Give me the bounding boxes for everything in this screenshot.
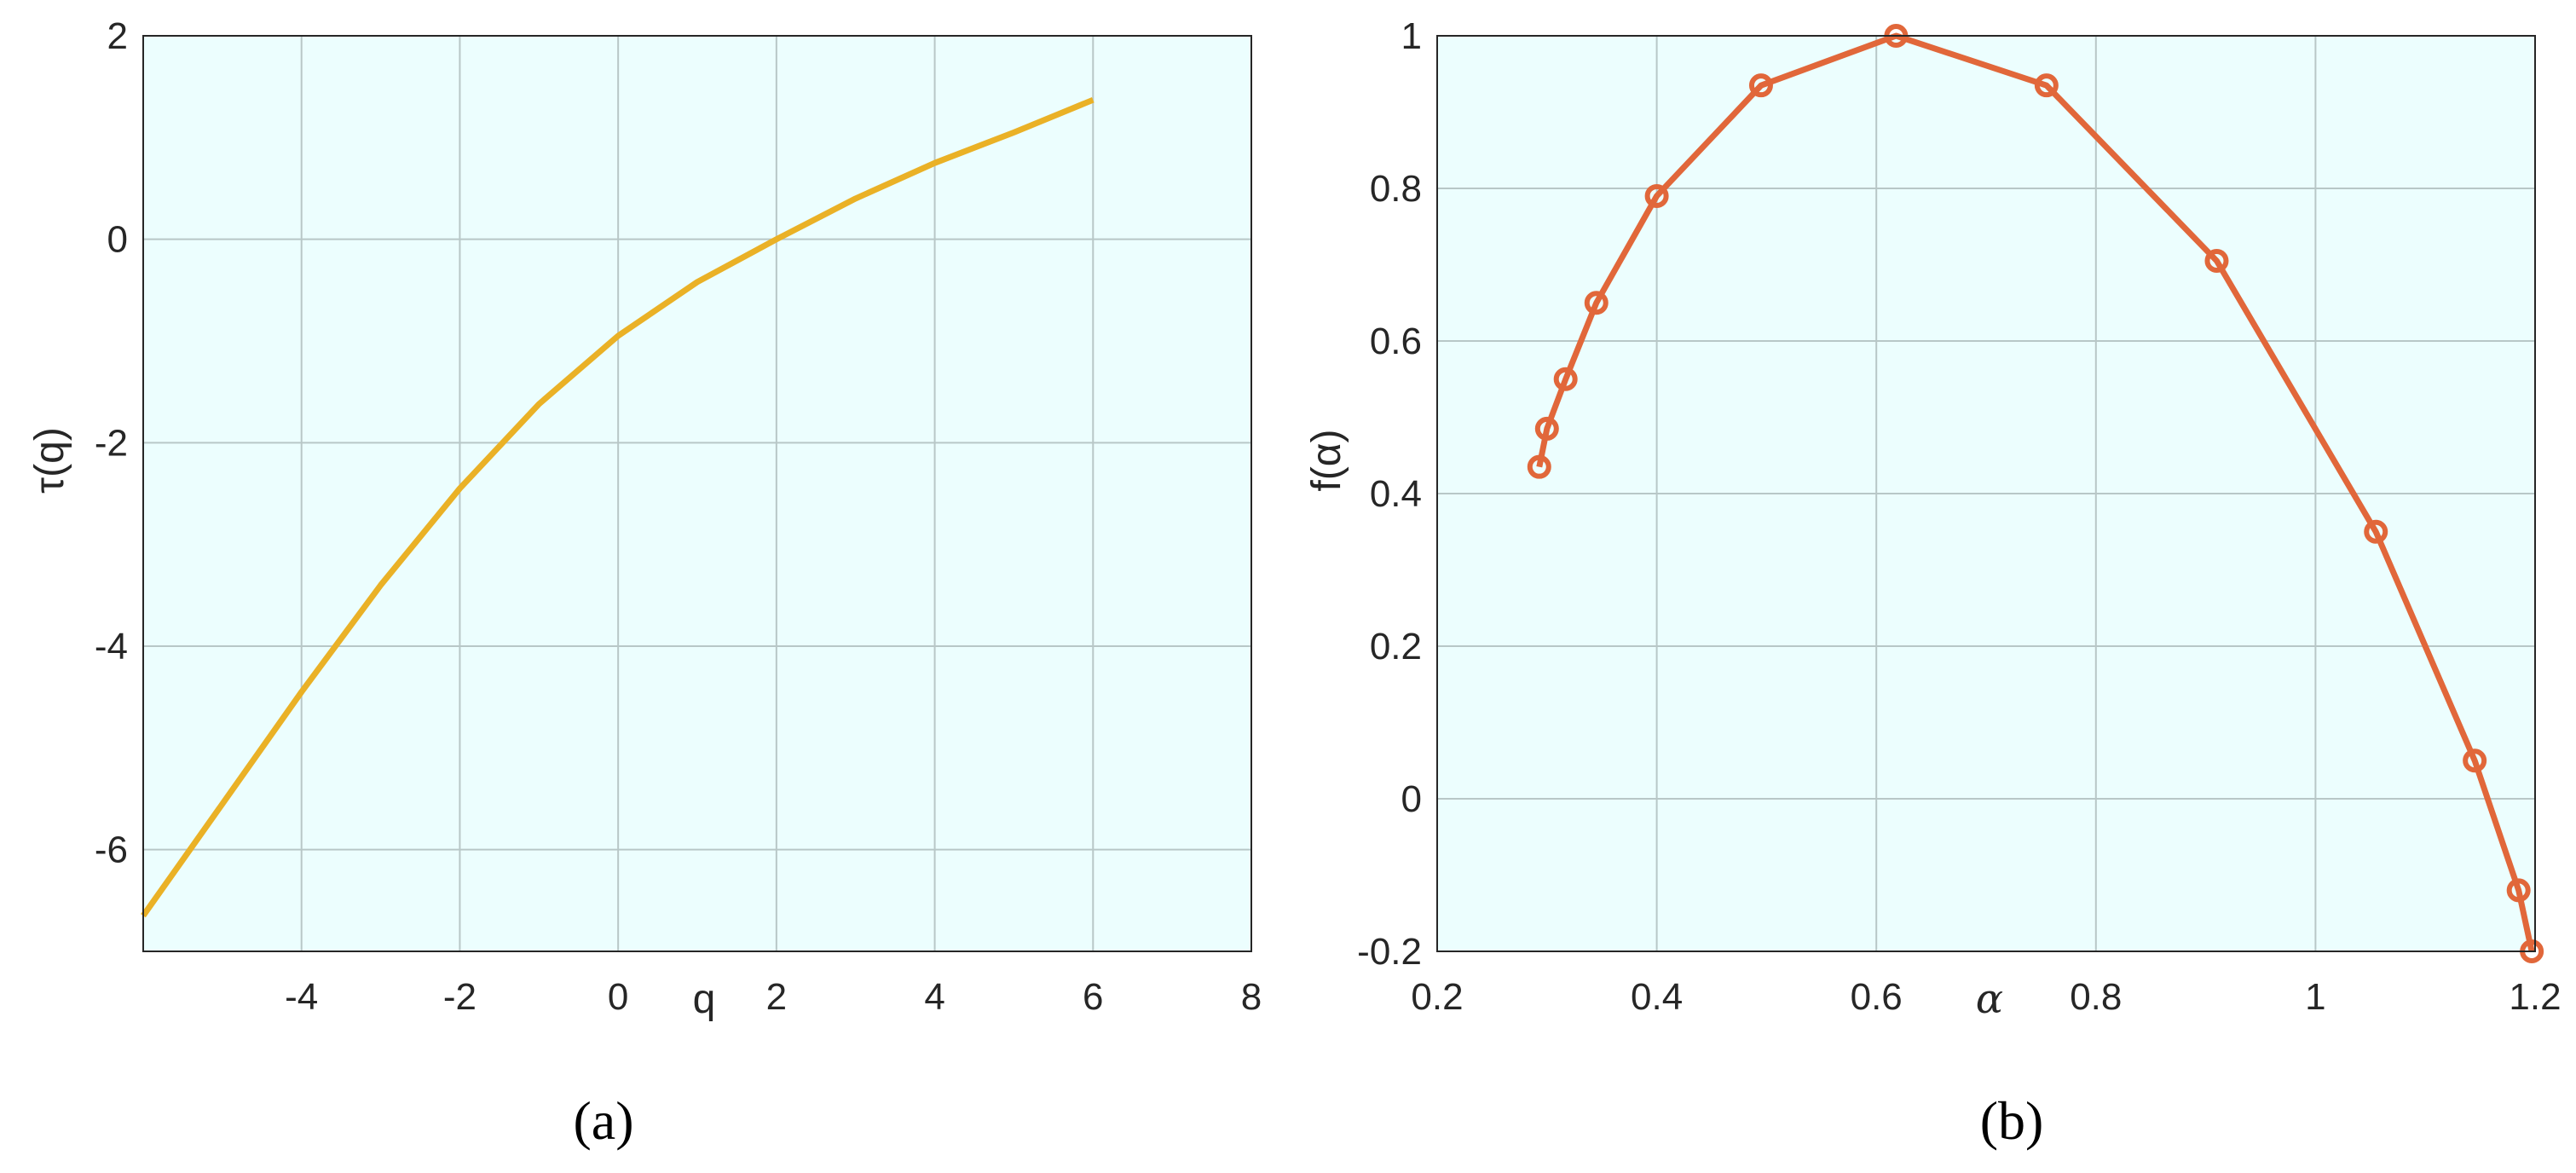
panel-label-a-text: (a) <box>573 1090 633 1151</box>
data-point <box>2034 73 2059 98</box>
x-tick-label: 2 <box>766 976 787 1018</box>
grid-b <box>1437 36 2535 951</box>
data-point <box>2506 878 2531 903</box>
panel-label-a: (a) <box>573 1090 633 1151</box>
x-tick-labels-b: 0.2 0.4 0.6 0.8 1 1.2 <box>1411 976 2561 1018</box>
series-line <box>141 96 1095 918</box>
x-tick-labels-a: -4 -2 0 2 4 6 8 <box>285 976 1262 1018</box>
plot-area-a <box>143 36 1251 951</box>
x-tick-label: 0.6 <box>1851 976 1903 1018</box>
y-tick-label: -0.2 <box>1357 931 1422 973</box>
data-point <box>1534 416 1559 441</box>
data-point <box>2204 249 2229 274</box>
data-point <box>1584 291 1609 315</box>
data-point <box>1644 183 1669 208</box>
x-axis-label-a: q <box>693 977 716 1022</box>
data-point <box>2463 748 2487 773</box>
x-tick-label: 1.2 <box>2509 976 2561 1018</box>
y-tick-label: 0 <box>107 219 128 261</box>
y-tick-label: -4 <box>95 626 128 667</box>
panel-label-b-text: (b) <box>1980 1090 2044 1151</box>
y-tick-label: 0 <box>1401 778 1422 820</box>
data-point <box>1748 73 1773 98</box>
y-tick-label: 0.4 <box>1370 473 1422 515</box>
data-point <box>1553 367 1578 391</box>
y-tick-label: 1 <box>1401 15 1422 57</box>
panel-label-b: (b) <box>1980 1090 2044 1151</box>
grid-a <box>143 36 1251 951</box>
axes-frame-b <box>1436 35 2536 952</box>
x-tick-label: 6 <box>1083 976 1103 1018</box>
y-tick-label: 0.6 <box>1370 321 1422 362</box>
data-point <box>2364 519 2388 544</box>
x-tick-label: 0.8 <box>2070 976 2122 1018</box>
x-tick-label: -2 <box>443 976 477 1018</box>
x-tick-label: 0 <box>608 976 628 1018</box>
series-a <box>141 96 1095 918</box>
x-tick-label: 1 <box>2305 976 2325 1018</box>
y-axis-label-b: f(α) <box>1304 429 1349 491</box>
x-tick-label: -4 <box>285 976 318 1018</box>
data-point <box>1527 454 1551 479</box>
y-axis-label-a: τ(q) <box>27 427 72 494</box>
x-axis-label-b: α <box>1976 975 2003 1023</box>
y-tick-label: -2 <box>95 422 128 464</box>
y-tick-label: 0.8 <box>1370 168 1422 210</box>
chart-panel-a: -4 -2 0 2 4 6 8 -6 -4 -2 0 2 q τ(q) (a) <box>27 15 1262 1151</box>
y-tick-labels-a: -6 -4 -2 0 2 <box>95 15 128 871</box>
chart-panel-b: 0.2 0.4 0.6 0.8 1 1.2 -0.2 0 0.2 0.4 0.6 0.8 1 α f(… <box>1304 15 2562 1151</box>
x-tick-label: 8 <box>1241 976 1262 1018</box>
y-tick-label: 2 <box>107 15 128 57</box>
y-tick-label: 0.2 <box>1370 626 1422 667</box>
x-tick-label: 4 <box>924 976 944 1018</box>
x-tick-label: 0.4 <box>1631 976 1683 1018</box>
x-tick-label: 0.2 <box>1411 976 1463 1018</box>
axes-frame-a <box>142 35 1252 952</box>
y-tick-labels-b: -0.2 0 0.2 0.4 0.6 0.8 1 <box>1357 15 1422 973</box>
y-tick-label: -6 <box>95 829 128 871</box>
